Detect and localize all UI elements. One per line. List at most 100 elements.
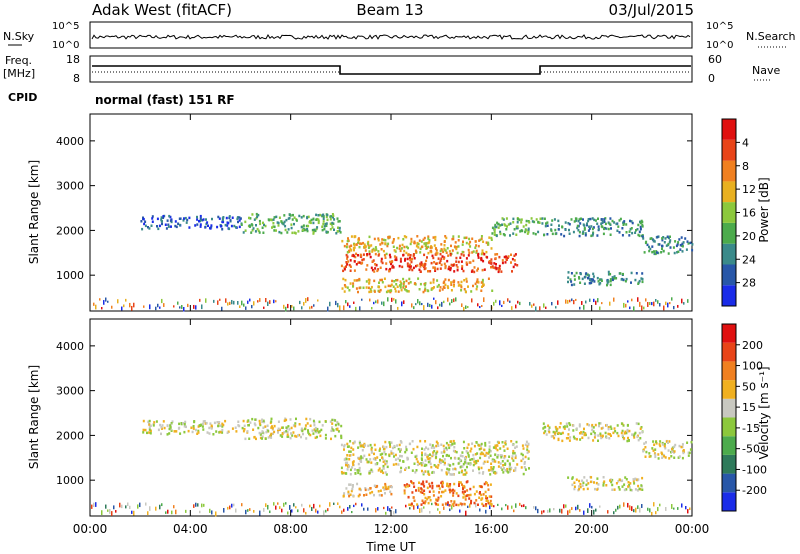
power-band-cell (342, 269, 345, 273)
velocity-band-cell (298, 423, 301, 426)
power-colorbar-swatch (722, 243, 736, 265)
power-band-cell (444, 235, 447, 238)
power-noise-cell (631, 298, 633, 302)
velocity-band-cell (320, 428, 323, 432)
velocity-band-cell (451, 503, 454, 506)
velocity-band-cell (626, 428, 629, 432)
power-band-cell (432, 266, 435, 269)
power-noise-cell (383, 301, 385, 307)
velocity-noise-cell (353, 504, 355, 508)
power-noise-cell (519, 301, 521, 306)
velocity-band-cell (426, 486, 429, 490)
velocity-band-cell (372, 457, 375, 461)
power-band-cell (678, 238, 681, 241)
velocity-noise-cell (421, 507, 423, 513)
velocity-band-cell (348, 494, 351, 498)
velocity-band-cell (581, 432, 584, 435)
power-noise-cell (437, 306, 439, 310)
velocity-band-cell (437, 503, 440, 506)
velocity-noise-cell (139, 502, 141, 508)
power-band-cell (461, 267, 464, 270)
velocity-noise-cell (641, 504, 643, 508)
power-band-cell (169, 219, 172, 222)
power-noise-cell (667, 302, 669, 308)
power-band-cell (439, 286, 442, 289)
velocity-band-cell (406, 485, 409, 488)
power-band-cell (358, 286, 361, 290)
velocity-band-cell (148, 428, 151, 431)
velocity-band-cell (551, 435, 554, 438)
velocity-band-cell (340, 434, 343, 438)
velocity-noise-cell (323, 510, 325, 516)
velocity-band-cell (462, 492, 465, 496)
velocity-band-cell (591, 423, 594, 427)
velocity-band-cell (267, 436, 270, 439)
velocity-band-cell (480, 498, 483, 501)
power-band-cell (229, 219, 232, 222)
x-tick-label: 04:00 (173, 522, 208, 536)
power-band-cell (322, 217, 325, 220)
power-band-cell (474, 282, 477, 286)
velocity-band-cell (305, 437, 308, 440)
velocity-band-cell (443, 458, 446, 461)
power-band-cell (262, 231, 265, 234)
power-band-cell (256, 215, 259, 219)
velocity-band-cell (440, 451, 443, 454)
power-noise-cell (181, 304, 183, 309)
power-noise-cell (481, 304, 483, 308)
power-band-cell (456, 251, 459, 255)
power-band-cell (505, 258, 508, 261)
power-band-cell (462, 254, 465, 257)
velocity-noise-cell (195, 502, 197, 507)
power-colorbar-tick-label: 24 (742, 253, 756, 266)
power-band-cell (275, 215, 278, 219)
power-band-cell (488, 260, 491, 263)
velocity-band-cell (618, 488, 621, 491)
power-band-cell (593, 280, 596, 283)
velocity-band-cell (306, 422, 309, 425)
velocity-band-cell (318, 430, 321, 433)
velocity-band-cell (266, 424, 269, 427)
velocity-band-cell (344, 461, 347, 465)
velocity-band-cell (367, 488, 370, 491)
velocity-band-cell (198, 424, 201, 427)
power-band-cell (460, 289, 463, 292)
velocity-band-cell (426, 454, 429, 457)
power-band-cell (470, 270, 473, 273)
velocity-band-cell (336, 428, 339, 431)
power-band-cell (446, 285, 449, 288)
velocity-band-cell (678, 444, 681, 448)
velocity-band-cell (413, 485, 416, 488)
velocity-noise-cell (561, 508, 563, 514)
power-band-cell (361, 258, 364, 262)
velocity-band-cell (480, 466, 483, 470)
velocity-band-cell (595, 481, 598, 485)
power-noise-cell (231, 299, 233, 305)
power-band-cell (469, 261, 472, 264)
velocity-band-cell (471, 458, 474, 461)
power-noise-cell (443, 300, 445, 304)
velocity-band-cell (478, 467, 480, 471)
velocity-band-cell (403, 489, 406, 492)
power-band-cell (673, 251, 676, 255)
velocity-band-cell (658, 443, 661, 446)
velocity-noise-cell (387, 506, 389, 511)
power-band-cell (482, 283, 485, 286)
velocity-band-cell (420, 503, 423, 506)
velocity-noise-cell (657, 507, 659, 512)
velocity-band-cell (511, 455, 514, 458)
power-noise-cell (233, 300, 235, 305)
velocity-noise-cell (511, 505, 513, 509)
velocity-band-cell (424, 440, 427, 443)
power-band-cell (403, 288, 406, 291)
velocity-noise-cell (215, 511, 217, 517)
power-band-cell (499, 230, 502, 234)
power-band-cell (592, 272, 595, 276)
velocity-band-cell (608, 437, 611, 440)
power-noise-cell (225, 298, 227, 303)
velocity-band-cell (231, 427, 234, 430)
power-band-cell (616, 229, 619, 232)
power-band-cell (276, 221, 279, 224)
velocity-noise-cell (247, 509, 249, 512)
velocity-band-cell (448, 485, 451, 488)
